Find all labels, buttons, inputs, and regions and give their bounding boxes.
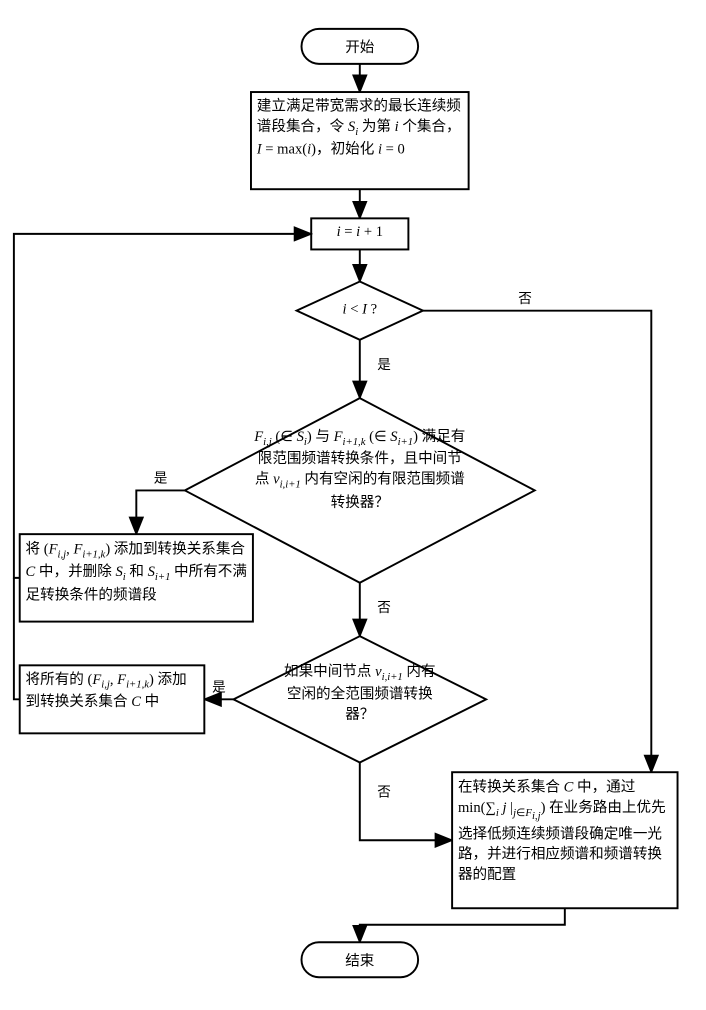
node-add-limited-label: 将 (Fi,j, Fi+1,k) 添加到转换关系集合 C 中，并删除 Si 和 … [26, 540, 248, 606]
node-cond-full-label: 如果中间节点 vi,i+1 内有空闲的全范围频谱转换器？ [280, 662, 439, 726]
label-condi-no: 否 [518, 291, 532, 306]
edge-condlimited-yes [136, 490, 185, 534]
flowchart-canvas: 开始 建立满足带宽需求的最长连续频谱段集合，令 Si 为第 i 个集合，I = … [10, 10, 696, 1000]
node-start-label: 开始 [345, 39, 375, 56]
label-condfull-no: 否 [377, 785, 391, 800]
node-init-label: 建立满足带宽需求的最长连续频谱段集合，令 Si 为第 i 个集合，I = max… [257, 97, 463, 161]
label-condlimited-yes: 是 [154, 471, 168, 486]
edge-select-end [360, 908, 565, 942]
label-condlimited-no: 否 [377, 600, 391, 615]
node-end-label: 结束 [345, 953, 375, 970]
node-select-label: 在转换关系集合 C 中，通过 min(∑i j |j∈Fi,j) 在业务路由上优… [458, 778, 672, 885]
label-condfull-yes: 是 [212, 680, 226, 695]
node-add-all-label: 将所有的 (Fi,j, Fi+1,k) 添加到转换关系集合 C 中 [26, 670, 199, 713]
label-condi-yes: 是 [377, 357, 391, 372]
node-cond-limited-label: Fi,j (∈ Si) 与 Fi+1,k (∈ Si+1) 满足有限范围频谱转换… [253, 427, 467, 513]
node-cond-i-label: i < I ? [321, 300, 399, 320]
node-increment-label: i = i + 1 [311, 222, 408, 242]
edge-condfull-no [360, 762, 452, 840]
